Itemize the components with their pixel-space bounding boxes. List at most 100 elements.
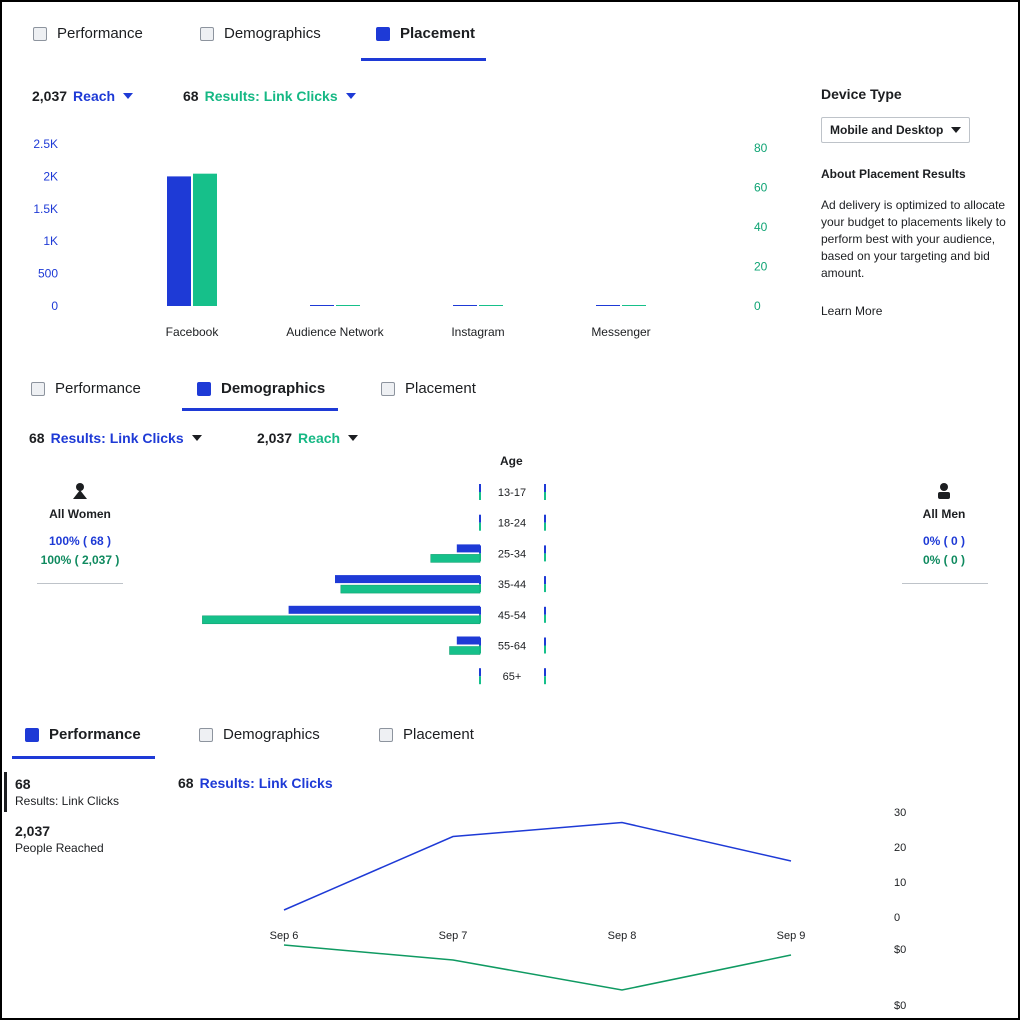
tab-demographics[interactable]: Demographics [197,380,325,397]
placement-icon [376,26,390,41]
select-value: Mobile and Desktop [830,123,944,137]
x-tick: Sep 6 [270,930,299,942]
tab-label: Performance [55,380,141,397]
bar-results [456,544,480,553]
placement-icon [379,727,393,742]
bar-results [288,605,480,614]
y-tick-left: 0 [51,299,58,313]
y-tick-left: 2K [43,169,58,183]
bar-results [335,575,480,584]
category-label: Messenger [591,325,650,339]
x-tick: Sep 9 [777,930,806,942]
stat-reach-value: 2,037 [15,823,51,839]
bar-reach [340,584,481,594]
all-women-label: All Women [49,507,111,521]
metric-value: 2,037 [32,88,68,104]
divider [902,583,988,584]
bar-reach [453,305,477,306]
people-icon [200,26,214,41]
line-results [283,821,792,911]
y-tick: 0 [894,912,900,924]
device-type-title: Device Type [821,86,902,102]
bar-reach [596,305,620,306]
y-tick-right: 20 [754,260,768,274]
bar-reach [310,305,334,306]
about-placement-title: About Placement Results [821,167,966,181]
y-tick-left: 1.5K [33,202,58,216]
y-tick-left: 500 [38,267,58,281]
tab-label: Placement [405,380,476,397]
y-tick-left: 2.5K [33,137,58,151]
divider [37,583,123,584]
bar-chart-icon [33,26,47,41]
y-tick: 20 [894,842,906,854]
tab-placement[interactable]: Placement [376,25,475,42]
tab-performance[interactable]: Performance [31,380,141,397]
tab-label: Demographics [224,25,321,42]
bar-chart-icon [31,381,45,396]
results-metric-dropdown[interactable]: 68 Results: Link Clicks [183,88,356,104]
chevron-down-icon [191,435,202,441]
stat-reach-label: People Reached [15,841,104,855]
tab-placement[interactable]: Placement [381,380,476,397]
reach-metric-dropdown[interactable]: 2,037 Reach [32,88,134,104]
age-label: 45-54 [498,610,526,622]
line-secondary [283,944,792,991]
category-label: Facebook [166,325,220,339]
tab-placement[interactable]: Placement [379,726,474,743]
x-tick: Sep 8 [608,930,637,942]
performance-line-chart: 30 20 10 0 Sep 6 Sep 7 Sep 8 Sep 9 $0 $0 [270,807,907,1012]
tab-label: Placement [403,726,474,743]
tab-label: Placement [400,25,476,42]
people-icon [199,727,213,742]
people-icon [197,381,211,396]
tab-demographics[interactable]: Demographics [200,25,321,42]
metric-value: 68 [29,430,45,446]
metric-value: 2,037 [257,430,293,446]
y-tick-left: 1K [43,234,58,248]
metric-label: Results: Link Clicks [204,88,338,104]
tab-performance[interactable]: Performance [33,25,143,42]
stat-results-value: 68 [15,776,31,792]
placement-bar-chart: 2.5K 2K 1.5K 1K 500 0 80 60 40 20 0 Facebook Audienc… [33,137,768,339]
chevron-down-icon [348,435,359,441]
bar-results [622,305,646,306]
y-tick: 30 [894,807,906,819]
x-tick: Sep 7 [439,930,468,942]
tab-label: Performance [49,726,141,743]
placement-icon [381,381,395,396]
bar-reach [430,554,481,563]
bar-reach [449,646,481,655]
age-label: 25-34 [498,548,526,560]
metric-label: Results: Link Clicks [199,775,333,791]
device-type-select[interactable]: Mobile and Desktop [821,117,971,143]
men-reach-share: 0% ( 0 ) [922,553,965,567]
bar-reach [167,176,191,306]
women-results-share: 100% ( 68 ) [48,534,112,548]
women-reach-share: 100% ( 2,037 ) [40,553,120,567]
age-bar-chart: 13-17 18-24 25-34 35-44 45-54 55-64 65+ [202,484,546,685]
category-label: Instagram [451,325,504,339]
age-label: 18-24 [498,518,526,530]
learn-more-link[interactable]: Learn More [821,304,883,318]
tab-performance[interactable]: Performance [25,726,141,743]
active-tab-indicator [182,408,338,411]
y-tick-right: 60 [754,181,768,195]
tab-demographics[interactable]: Demographics [199,726,320,743]
age-label: 35-44 [498,579,526,591]
metric-label: Results: Link Clicks [50,430,184,446]
metric-label: Reach [73,88,116,104]
active-tab-indicator [361,58,486,61]
results-metric-dropdown[interactable]: 68 Results: Link Clicks [29,430,202,446]
chevron-down-icon [345,93,356,99]
bar-results [479,305,503,306]
age-title: Age [500,454,523,468]
tab-label: Demographics [223,726,320,743]
y-tick-right: 40 [754,220,768,234]
bar-reach [202,615,481,625]
reach-metric-dropdown[interactable]: 2,037 Reach [257,430,359,446]
lower-y-tick: $0 [894,1000,906,1012]
men-results-share: 0% ( 0 ) [922,534,965,548]
metric-label: Reach [298,430,341,446]
active-tab-indicator [12,756,155,759]
